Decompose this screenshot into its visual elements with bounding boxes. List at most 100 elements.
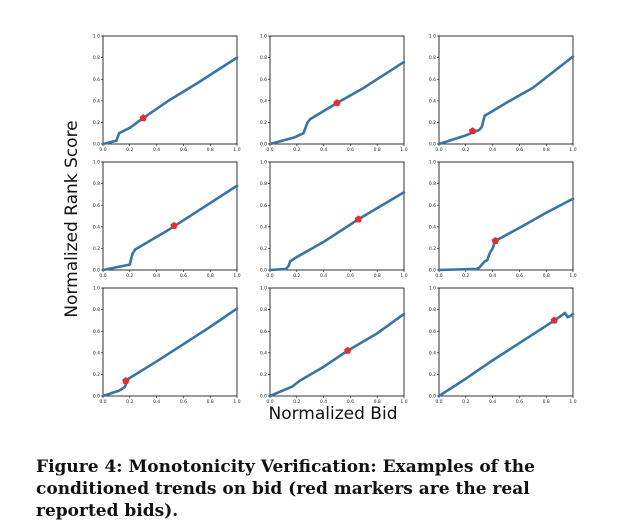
x-tick-label: 0.6 [180,147,187,153]
reported-bid-marker [122,376,130,385]
x-tick-label: 0.4 [489,273,496,279]
x-tick-label: 0.8 [207,147,214,153]
x-tick-label: 0.2 [293,147,300,153]
x-tick-label: 0.4 [320,273,327,279]
axes-frame [438,287,574,397]
x-tick-label: 0.4 [153,273,160,279]
series-line [437,197,575,272]
y-tick-label: 0.4 [93,224,100,230]
y-tick-label: 0.6 [93,203,100,209]
x-tick-label: 0.0 [99,273,106,279]
figure-caption: Figure 4: Monotonicity Verification: Exa… [36,457,535,521]
y-tick-label: 0.4 [93,98,100,104]
y-tick-label: 0.8 [260,307,267,313]
y-tick-label: 0.6 [93,77,100,83]
y-tick-label: 0.6 [260,77,267,83]
x-tick-label: 0.4 [320,399,327,405]
x-tick-label: 1.0 [569,399,576,405]
y-tick-label: 0.8 [260,55,267,61]
y-tick-label: 0.0 [429,142,436,148]
x-tick-label: 0.0 [435,147,442,153]
y-tick-label: 0.4 [260,350,267,356]
x-tick-label: 0.2 [126,147,133,153]
x-tick-label: 0.6 [347,399,354,405]
x-tick-label: 0.4 [153,147,160,153]
x-tick-label: 0.8 [374,399,381,405]
axes-frame [438,35,574,145]
x-tick-label: 0.6 [516,147,523,153]
x-tick-label: 0.0 [99,399,106,405]
x-tick-label: 1.0 [569,147,576,153]
y-tick-label: 0.8 [93,55,100,61]
y-tick-label: 0.2 [93,246,100,252]
y-tick-label: 0.8 [93,181,100,187]
y-tick-label: 0.4 [260,224,267,230]
y-tick-label: 0.0 [260,394,267,400]
x-tick-label: 0.4 [153,399,160,405]
x-tick-label: 1.0 [400,273,407,279]
x-axis-title: Normalized Bid [269,404,398,424]
reported-bid-marker [170,221,178,229]
reported-bid-marker [354,215,363,223]
x-tick-label: 1.0 [233,273,240,279]
x-tick-label: 0.0 [266,147,273,153]
x-tick-label: 0.8 [543,273,550,279]
y-tick-label: 0.2 [260,372,267,378]
x-tick-label: 0.0 [435,399,442,405]
y-tick-label: 0.2 [260,246,267,252]
y-tick-label: 1.0 [429,286,436,292]
x-tick-label: 0.2 [126,273,133,279]
y-tick-label: 0.0 [260,268,267,274]
y-tick-label: 0.0 [93,394,100,400]
y-tick-label: 0.2 [93,372,100,378]
y-tick-label: 0.4 [429,224,436,230]
series-line [101,56,239,146]
panel-9: 0.0 0.2 0.4 0.6 0.8 1.0 0.0 0.2 0.4 0.6 0.8 1.0 [429,286,577,405]
series-line [437,55,575,146]
x-tick-label: 1.0 [233,147,240,153]
x-tick-label: 1.0 [400,147,407,153]
y-tick-label: 0.6 [429,77,436,83]
x-tick-label: 0.2 [126,399,133,405]
x-tick-label: 0.8 [374,147,381,153]
y-tick-label: 0.0 [429,394,436,400]
y-tick-label: 0.2 [429,372,436,378]
x-tick-label: 0.0 [266,399,273,405]
y-tick-label: 0.0 [260,142,267,148]
y-tick-label: 0.0 [429,268,436,274]
y-tick-label: 0.6 [260,329,267,335]
y-tick-label: 1.0 [93,160,100,166]
axes-frame [102,287,238,397]
x-tick-label: 0.0 [435,273,442,279]
y-tick-label: 0.4 [429,350,436,356]
x-tick-label: 0.8 [543,147,550,153]
x-tick-label: 0.2 [462,273,469,279]
y-tick-label: 0.8 [429,181,436,187]
y-tick-label: 0.2 [429,246,436,252]
reported-bid-marker [491,236,499,244]
reported-bid-marker [550,316,558,324]
y-tick-label: 0.4 [93,350,100,356]
x-tick-label: 0.2 [293,399,300,405]
x-tick-label: 0.0 [99,147,106,153]
y-tick-label: 0.8 [429,55,436,61]
panel-5: 0.0 0.2 0.4 0.6 0.8 1.0 0.0 0.2 0.4 0.6 0.8 1.0 [260,160,408,279]
x-tick-label: 0.4 [489,399,496,405]
x-tick-label: 0.8 [543,399,550,405]
y-tick-label: 1.0 [93,286,100,292]
x-tick-label: 0.2 [462,147,469,153]
y-tick-label: 0.8 [93,307,100,313]
y-tick-label: 0.8 [260,181,267,187]
series-line [268,190,406,272]
x-tick-label: 0.6 [516,273,523,279]
reported-bid-marker [139,114,147,122]
x-tick-label: 0.6 [516,399,523,405]
y-tick-label: 1.0 [260,160,267,166]
y-tick-label: 1.0 [429,34,436,40]
reported-bid-marker [468,127,477,135]
y-tick-label: 1.0 [260,34,267,40]
panel-3: 0.0 0.2 0.4 0.6 0.8 1.0 0.0 0.2 0.4 0.6 0.8 1.0 [429,34,577,153]
panel-4: 0.0 0.2 0.4 0.6 0.8 1.0 0.0 0.2 0.4 0.6 0.8 1.0 [93,160,241,279]
y-tick-label: 0.6 [260,203,267,209]
x-tick-label: 0.4 [489,147,496,153]
